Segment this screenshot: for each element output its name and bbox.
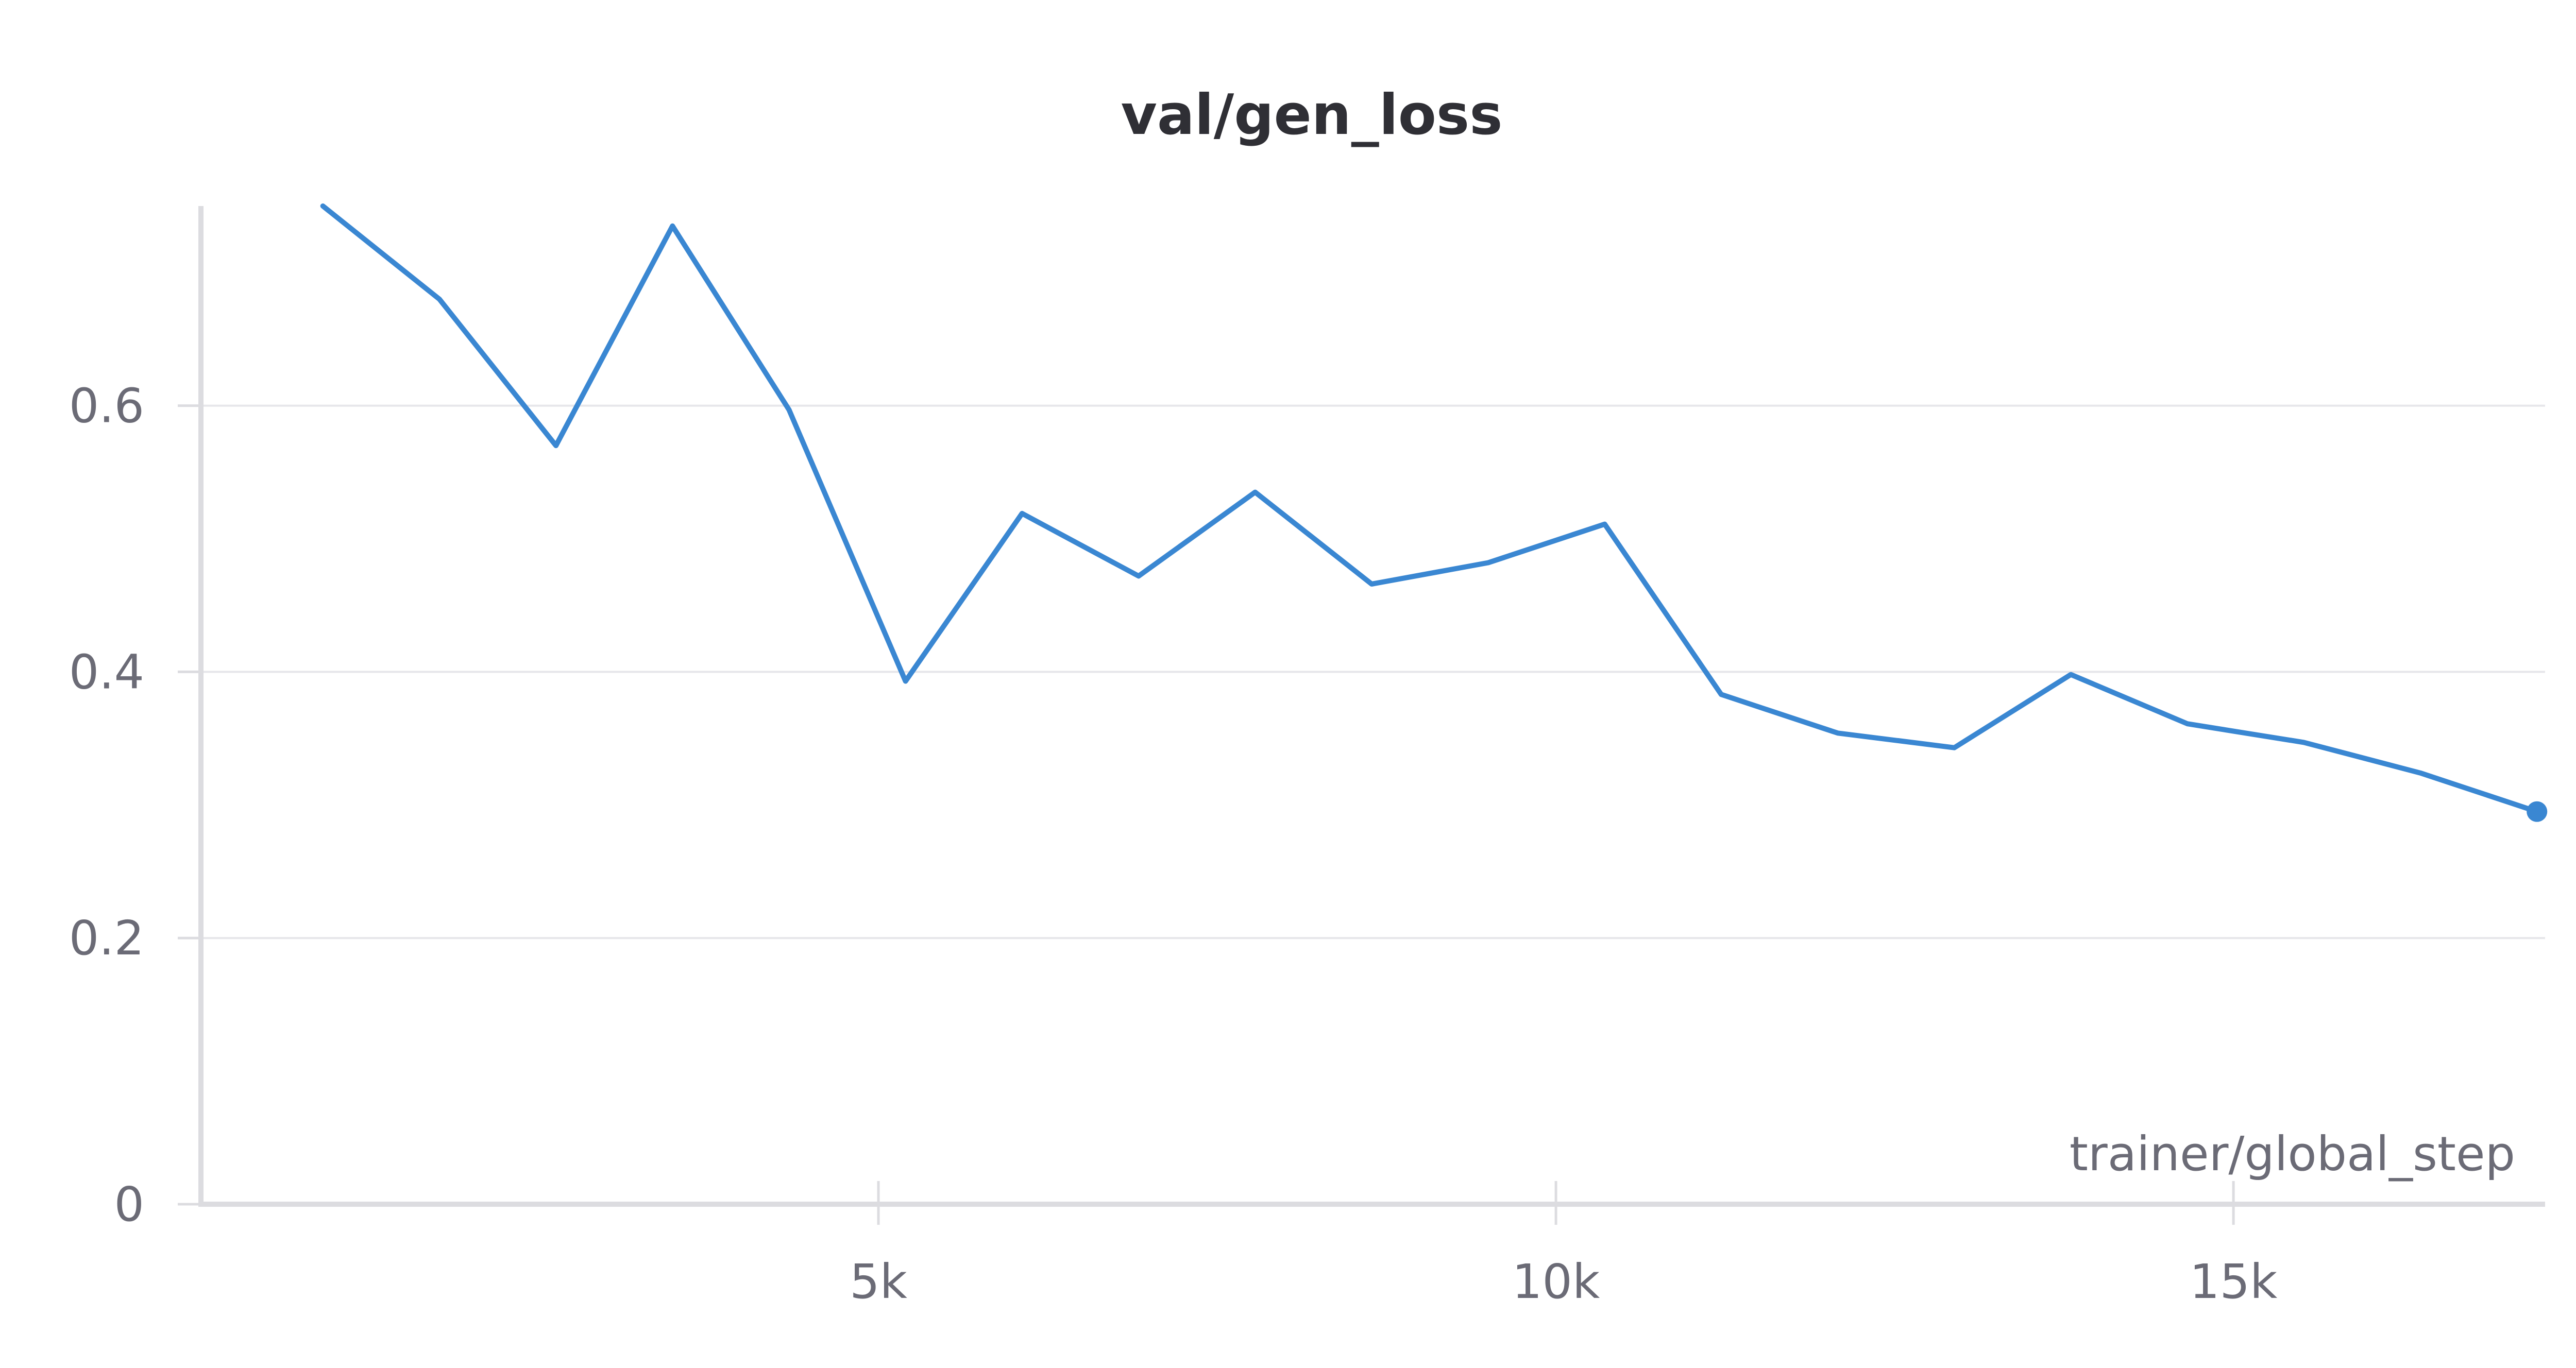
x-tick-label: 10k [1512, 1254, 1600, 1309]
y-tick-label: 0.2 [69, 911, 144, 966]
x-axis-label: trainer/global_step [2070, 1126, 2515, 1182]
chart-title: val/gen_loss [1121, 83, 1503, 147]
y-tick-label: 0.6 [69, 379, 144, 434]
x-tick-label: 15k [2190, 1254, 2278, 1309]
x-tick-label: 5k [850, 1254, 908, 1309]
y-tick-label: 0.4 [69, 644, 144, 699]
tick-labels: 0 0.2 0.4 0.6 5k 10k 15k [69, 379, 2278, 1309]
grid-lines [201, 404, 2545, 939]
series-lines[interactable] [320, 203, 2548, 822]
y-tick-label: 0 [114, 1177, 144, 1232]
series-line[interactable] [320, 203, 2540, 814]
last-point-marker[interactable] [2527, 801, 2548, 822]
axes [178, 206, 2545, 1225]
